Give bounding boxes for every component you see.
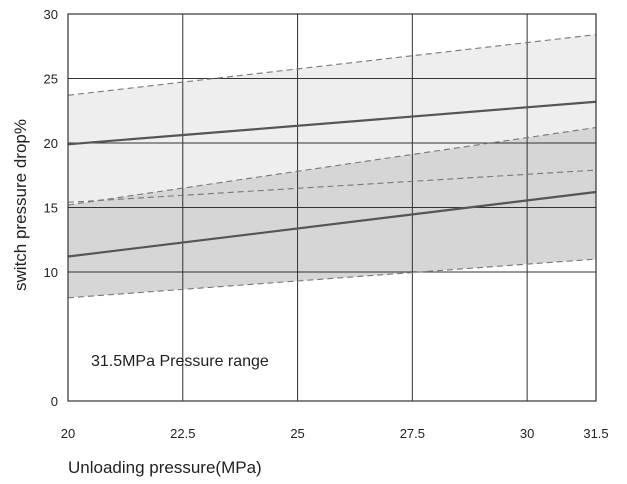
annotations: 31.5MPa Pressure range xyxy=(91,353,269,370)
y-tick-labels: 0 10 15 20 25 30 xyxy=(44,7,58,409)
x-tick-labels: 20 22.5 25 27.5 30 31.5 xyxy=(61,426,609,441)
x-tick-label: 30 xyxy=(520,426,534,441)
band-2 xyxy=(68,127,596,298)
pressure-bands xyxy=(68,34,596,298)
series-lines xyxy=(67,100,597,258)
band-2-lower-edge xyxy=(67,258,597,299)
annotation-label: 31.5MPa Pressure range xyxy=(91,353,269,370)
band-1-lower-edge xyxy=(67,169,597,203)
band-2-upper-edge xyxy=(67,126,597,206)
y-axis-label: switch pressure drop% xyxy=(11,119,30,291)
x-tick-label: 20 xyxy=(61,426,75,441)
plot-frame xyxy=(67,13,597,402)
series-line-2 xyxy=(67,190,597,258)
x-tick-label: 25 xyxy=(290,426,304,441)
x-tick-label: 31.5 xyxy=(583,426,608,441)
y-tick-label: 15 xyxy=(44,201,58,216)
y-tick-label: 10 xyxy=(44,265,58,280)
series-line-1 xyxy=(67,100,597,146)
y-tick-label: 0 xyxy=(51,394,58,409)
y-tick-label: 30 xyxy=(44,7,58,22)
band-1-upper-edge xyxy=(67,34,597,96)
band-edges xyxy=(67,34,597,299)
x-tick-label: 27.5 xyxy=(400,426,425,441)
x-tick-label: 22.5 xyxy=(170,426,195,441)
y-tick-label: 25 xyxy=(44,72,58,87)
y-tick-label: 20 xyxy=(44,136,58,151)
x-axis-label: Unloading pressure(MPa) xyxy=(68,458,262,477)
